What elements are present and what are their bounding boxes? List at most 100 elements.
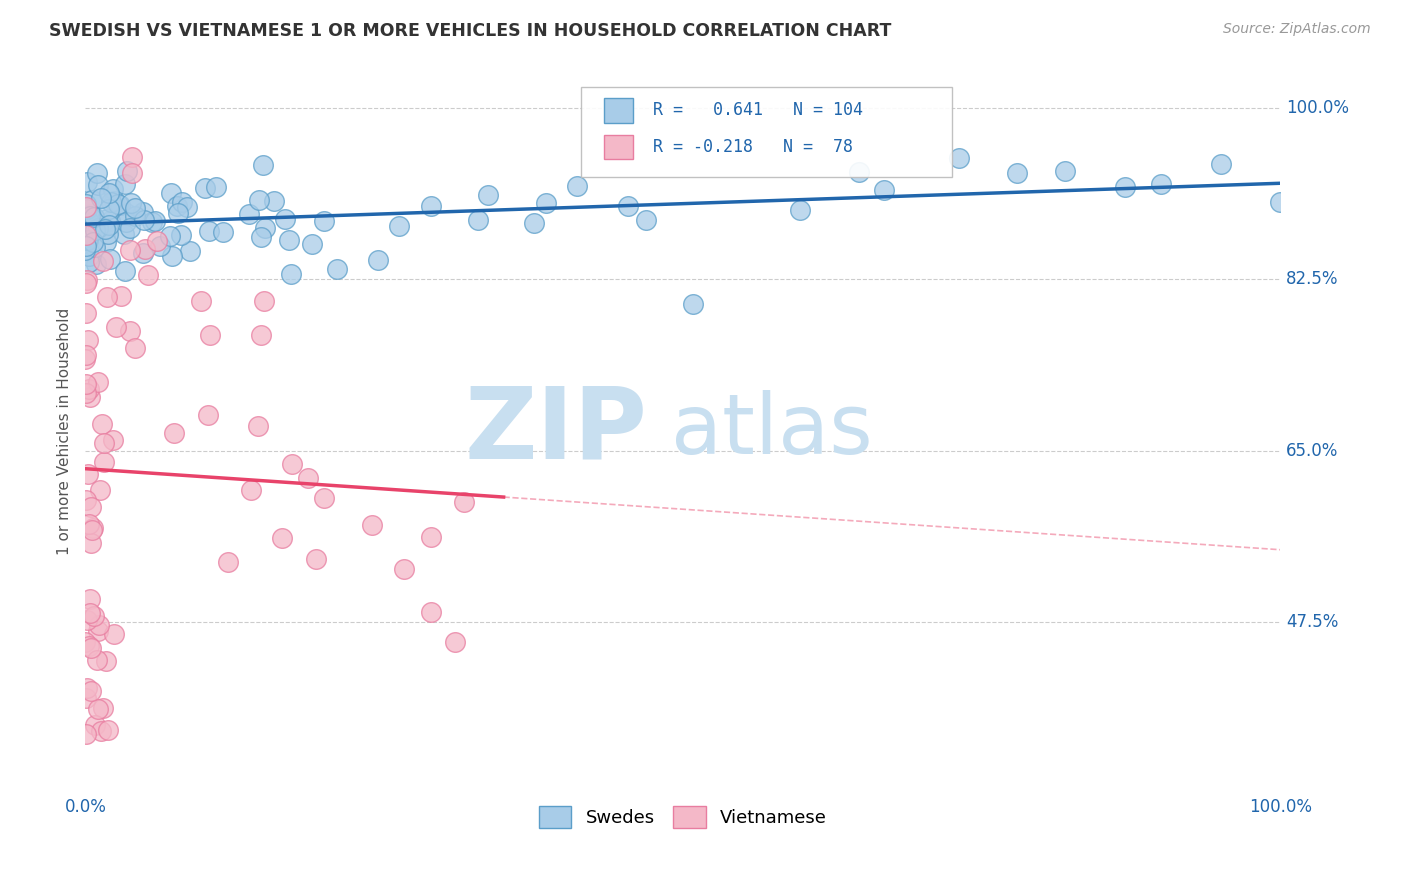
Point: [247, 193, 270, 207]
Point: [120, 221, 142, 235]
Point: [115, 206, 138, 220]
Point: [76, 175, 98, 189]
Point: [419, 530, 441, 544]
Point: [94, 235, 117, 249]
Point: [1150, 177, 1173, 191]
Point: [252, 158, 274, 172]
Point: [444, 635, 467, 649]
Point: [312, 491, 335, 505]
Point: [170, 227, 193, 242]
Point: [83, 609, 105, 624]
Point: [948, 152, 970, 166]
Legend: Swedes, Vietnamese: Swedes, Vietnamese: [531, 798, 834, 835]
Point: [297, 471, 319, 485]
Point: [83, 223, 105, 237]
Point: [132, 213, 155, 227]
Point: [75, 244, 97, 258]
Point: [145, 235, 167, 249]
Point: [82, 521, 104, 535]
Point: [280, 457, 302, 471]
Point: [79, 209, 101, 223]
Point: [115, 164, 138, 178]
Point: [82, 219, 104, 234]
Point: [312, 214, 335, 228]
Point: [112, 227, 135, 241]
Point: [789, 203, 811, 218]
Point: [103, 627, 125, 641]
Point: [249, 327, 271, 342]
Point: [194, 181, 217, 195]
Point: [253, 221, 276, 235]
Point: [141, 215, 163, 229]
Point: [76, 385, 98, 400]
Point: [166, 199, 188, 213]
Point: [121, 166, 143, 180]
Point: [1114, 179, 1136, 194]
Point: [93, 222, 115, 236]
Point: [100, 194, 122, 209]
Point: [93, 455, 115, 469]
Point: [89, 617, 111, 632]
Point: [217, 555, 239, 569]
Point: [682, 296, 704, 310]
Point: [75, 200, 97, 214]
Point: [388, 219, 411, 234]
Point: [176, 200, 198, 214]
Point: [565, 178, 588, 193]
Point: [163, 426, 186, 441]
Point: [87, 624, 110, 639]
Point: [114, 178, 136, 192]
Text: 47.5%: 47.5%: [1286, 613, 1339, 631]
Point: [75, 348, 97, 362]
Point: [617, 199, 640, 213]
Point: [75, 351, 97, 366]
Point: [79, 517, 101, 532]
Point: [250, 229, 273, 244]
Point: [136, 268, 159, 283]
Point: [80, 683, 103, 698]
Point: [172, 195, 194, 210]
Point: [420, 605, 443, 619]
Point: [118, 324, 141, 338]
Text: R = -0.218   N =  78: R = -0.218 N = 78: [652, 138, 853, 156]
Point: [75, 197, 97, 211]
Point: [872, 183, 894, 197]
Point: [103, 194, 125, 209]
Point: [90, 723, 112, 738]
Point: [101, 181, 124, 195]
Point: [124, 201, 146, 215]
Point: [132, 204, 155, 219]
Text: Source: ZipAtlas.com: Source: ZipAtlas.com: [1223, 22, 1371, 37]
FancyBboxPatch shape: [581, 87, 952, 178]
Point: [326, 262, 349, 277]
Point: [80, 524, 103, 538]
Point: [453, 495, 475, 509]
FancyBboxPatch shape: [605, 135, 633, 160]
Point: [1270, 194, 1292, 209]
Point: [197, 224, 219, 238]
Point: [76, 273, 98, 287]
Point: [89, 483, 111, 497]
Point: [84, 257, 107, 271]
Point: [86, 166, 108, 180]
Point: [274, 211, 297, 226]
Point: [97, 227, 120, 241]
Point: [1054, 164, 1077, 178]
Text: atlas: atlas: [671, 391, 873, 472]
Point: [87, 178, 110, 192]
Point: [86, 653, 108, 667]
Point: [79, 383, 101, 397]
Point: [87, 376, 110, 390]
Point: [253, 294, 276, 309]
Point: [80, 500, 103, 514]
Point: [97, 218, 120, 232]
Point: [83, 717, 105, 731]
Point: [75, 727, 97, 741]
Point: [392, 561, 415, 575]
Point: [77, 255, 100, 269]
Point: [84, 240, 107, 254]
Point: [79, 391, 101, 405]
Text: 82.5%: 82.5%: [1286, 270, 1339, 288]
Point: [90, 417, 112, 431]
Point: [143, 214, 166, 228]
